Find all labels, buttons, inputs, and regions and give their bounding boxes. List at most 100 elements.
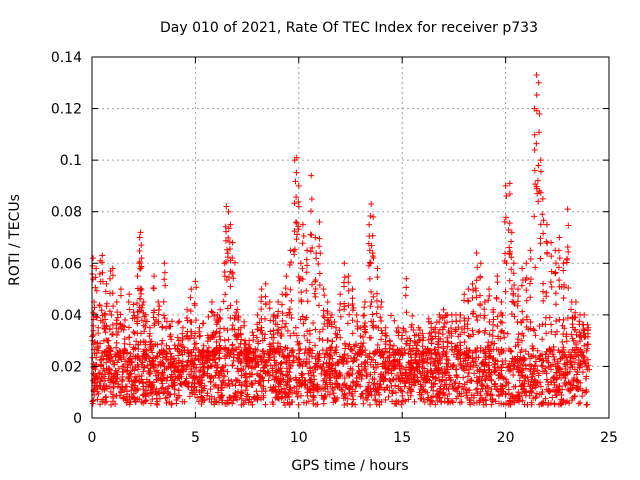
data-point [324, 383, 331, 390]
data-point [246, 341, 253, 348]
data-point [307, 248, 314, 255]
data-point [561, 353, 568, 360]
data-point [403, 275, 410, 282]
data-point [360, 333, 367, 340]
data-point [333, 374, 340, 381]
data-point [179, 362, 186, 369]
data-point [421, 399, 428, 406]
data-point [155, 298, 162, 305]
data-point [109, 290, 116, 297]
data-point [489, 392, 496, 399]
data-point [489, 398, 496, 405]
data-point [424, 376, 431, 383]
data-point [261, 358, 268, 365]
data-point [485, 373, 492, 380]
data-point [134, 330, 141, 337]
data-point [466, 387, 473, 394]
data-point [522, 276, 529, 283]
data-point [304, 392, 311, 399]
data-point [197, 332, 204, 339]
data-point [278, 330, 285, 337]
data-point [578, 349, 585, 356]
data-point [275, 375, 282, 382]
data-point [585, 341, 592, 348]
data-point [233, 309, 240, 316]
data-point [536, 323, 543, 330]
data-point [451, 380, 458, 387]
data-point [213, 317, 220, 324]
data-point [212, 362, 219, 369]
data-point [565, 222, 572, 229]
data-point [491, 340, 498, 347]
data-point [134, 308, 141, 315]
data-point [279, 371, 286, 378]
data-point [168, 401, 175, 408]
data-point [381, 375, 388, 382]
data-point [539, 211, 546, 218]
data-point [427, 367, 434, 374]
data-point [531, 131, 538, 138]
data-point [425, 315, 432, 322]
data-point [564, 243, 571, 250]
data-point [188, 286, 195, 293]
data-point [436, 311, 443, 318]
data-point [99, 269, 106, 276]
data-point [225, 347, 232, 354]
data-point [316, 282, 323, 289]
data-point [281, 390, 288, 397]
data-point [218, 370, 225, 377]
data-point [138, 290, 145, 297]
data-point [276, 367, 283, 374]
data-point [138, 255, 145, 262]
x-tick-label: 0 [88, 430, 97, 446]
data-point [464, 379, 471, 386]
data-point [416, 368, 423, 375]
data-point [444, 399, 451, 406]
y-tick-label: 0.06 [51, 256, 82, 272]
data-point [259, 337, 266, 344]
data-point [286, 378, 293, 385]
data-point [168, 382, 175, 389]
data-point [141, 328, 148, 335]
data-point [474, 367, 481, 374]
data-point [326, 362, 333, 369]
data-point [552, 290, 559, 297]
data-point [217, 306, 224, 313]
data-point [215, 354, 222, 361]
data-point [278, 324, 285, 331]
data-point [304, 247, 311, 254]
data-point [225, 336, 232, 343]
data-point [540, 230, 547, 237]
data-point [466, 333, 473, 340]
data-point [502, 288, 509, 295]
data-point [470, 308, 477, 315]
data-point [173, 396, 180, 403]
data-point [222, 362, 229, 369]
data-point [106, 325, 113, 332]
data-point [299, 221, 306, 228]
data-point [89, 400, 96, 407]
data-point [254, 326, 261, 333]
data-point [341, 260, 348, 267]
data-point [149, 396, 156, 403]
data-points [89, 72, 593, 409]
data-point [333, 396, 340, 403]
data-point [134, 318, 140, 325]
data-point [535, 79, 542, 86]
data-point [404, 389, 411, 396]
data-point [221, 373, 228, 380]
x-tick-label: 5 [191, 430, 200, 446]
data-point [466, 347, 473, 354]
data-point [477, 260, 484, 267]
data-point [211, 395, 218, 402]
data-point [527, 355, 534, 362]
data-point [122, 397, 129, 404]
data-point [526, 361, 533, 368]
data-point [508, 348, 515, 355]
data-point [332, 368, 339, 375]
data-point [450, 385, 457, 392]
data-point [357, 383, 364, 390]
data-point [412, 356, 419, 363]
data-point [437, 359, 444, 366]
data-point [518, 390, 525, 397]
